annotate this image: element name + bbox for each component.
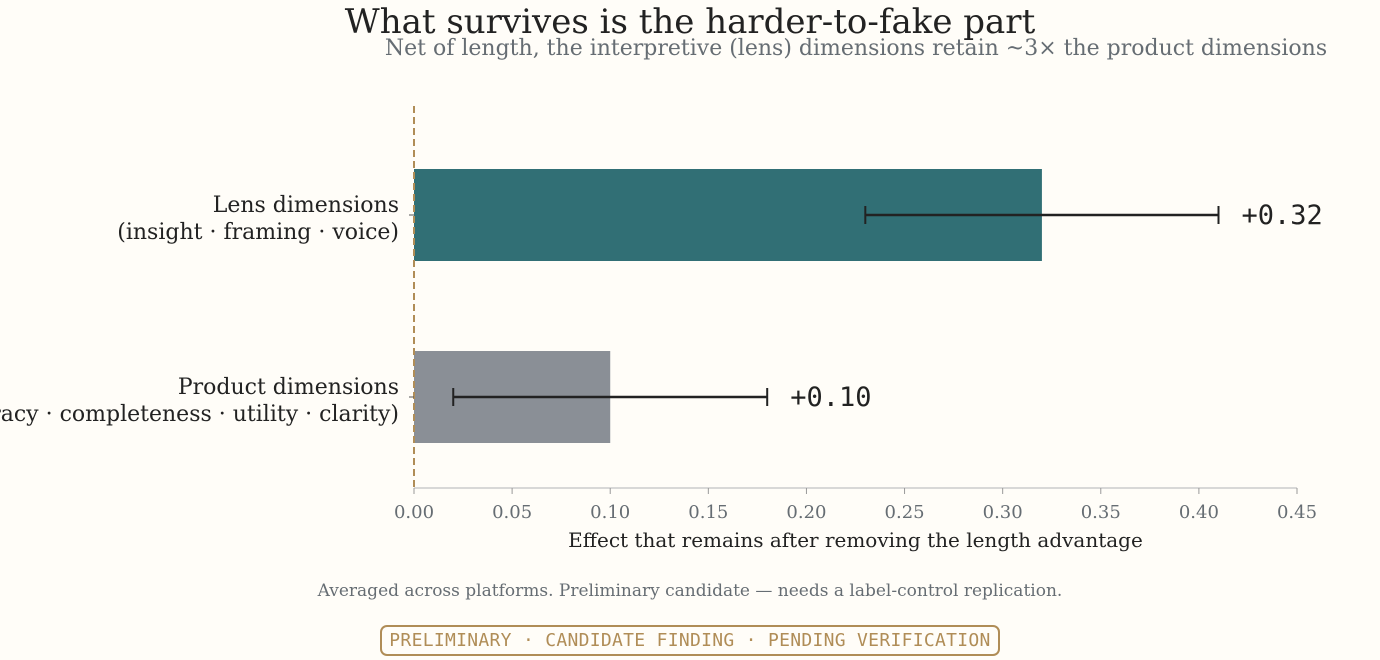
x-tick-label-4: 0.20 — [786, 502, 826, 523]
chart-title: What survives is the harder-to-fake part — [344, 2, 1036, 42]
x-tick-label-3: 0.15 — [688, 502, 728, 523]
x-tick-label-8: 0.40 — [1179, 502, 1219, 523]
footnote: Averaged across platforms. Preliminary c… — [317, 581, 1063, 601]
x-tick-label-9: 0.45 — [1277, 502, 1317, 523]
x-tick-label-6: 0.30 — [983, 502, 1023, 523]
preliminary-badge: PRELIMINARY · CANDIDATE FINDING · PENDIN… — [380, 625, 1000, 656]
x-tick-label-2: 0.10 — [590, 502, 630, 523]
x-axis-label: Effect that remains after removing the l… — [568, 528, 1143, 552]
x-tick-label-0: 0.00 — [394, 502, 434, 523]
category-label-1-line-0: Product dimensions — [178, 375, 399, 400]
x-tick-label-7: 0.35 — [1081, 502, 1121, 523]
category-label-1-line-1: (accuracy · completeness · utility · cla… — [0, 402, 399, 427]
value-label-0: +0.32 — [1242, 200, 1323, 231]
category-label-1: Product dimensions(accuracy · completene… — [0, 375, 399, 427]
value-label-1: +0.10 — [790, 382, 871, 413]
category-label-0: Lens dimensions (insight · framing · voic… — [117, 193, 399, 245]
x-tick-label-1: 0.05 — [492, 502, 532, 523]
chart-subtitle: Net of length, the interpretive (lens) d… — [384, 36, 1328, 61]
category-label-0-line-0: Lens dimensions — [213, 193, 399, 218]
x-tick-label-5: 0.25 — [885, 502, 925, 523]
category-label-0-line-1: (insight · framing · voice) — [117, 220, 399, 245]
